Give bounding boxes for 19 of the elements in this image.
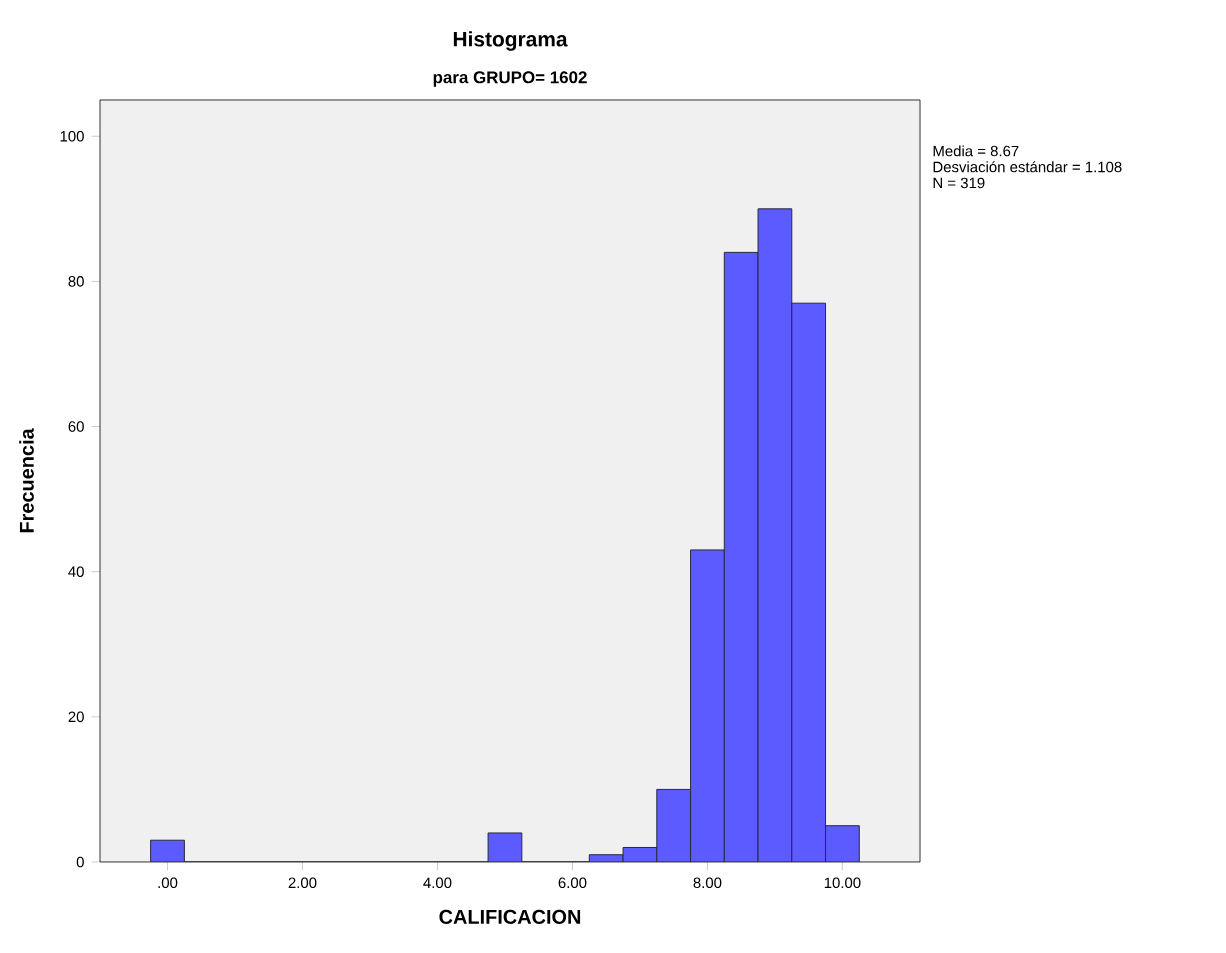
- y-tick-label: 100: [60, 130, 84, 142]
- x-tick-label: .00: [158, 877, 178, 889]
- y-tick-label: 80: [68, 276, 84, 287]
- text: Desviación estándar = 1.108: [933, 161, 1122, 173]
- y-tick-label: 0: [76, 856, 84, 868]
- chart-title: Histograma: [453, 31, 568, 51]
- text: Media = 8.67: [933, 145, 1019, 157]
- x-tick-label: 2.00: [288, 877, 317, 889]
- y-tick-label: 60: [68, 421, 84, 432]
- y-tick-label: 40: [68, 566, 84, 577]
- x-axis-title: CALIFICACION: [439, 909, 581, 924]
- x-tick-label: 10.00: [824, 877, 861, 889]
- x-tick-label: 8.00: [693, 877, 722, 889]
- y-axis-title: Frecuencia: [19, 428, 34, 533]
- chart-subtitle: para GRUPO= 1602: [433, 71, 587, 87]
- y-tick-label: 20: [68, 711, 84, 723]
- text: N = 319: [933, 177, 985, 189]
- x-tick-label: 4.00: [423, 877, 452, 889]
- x-tick-label: 6.00: [558, 877, 587, 889]
